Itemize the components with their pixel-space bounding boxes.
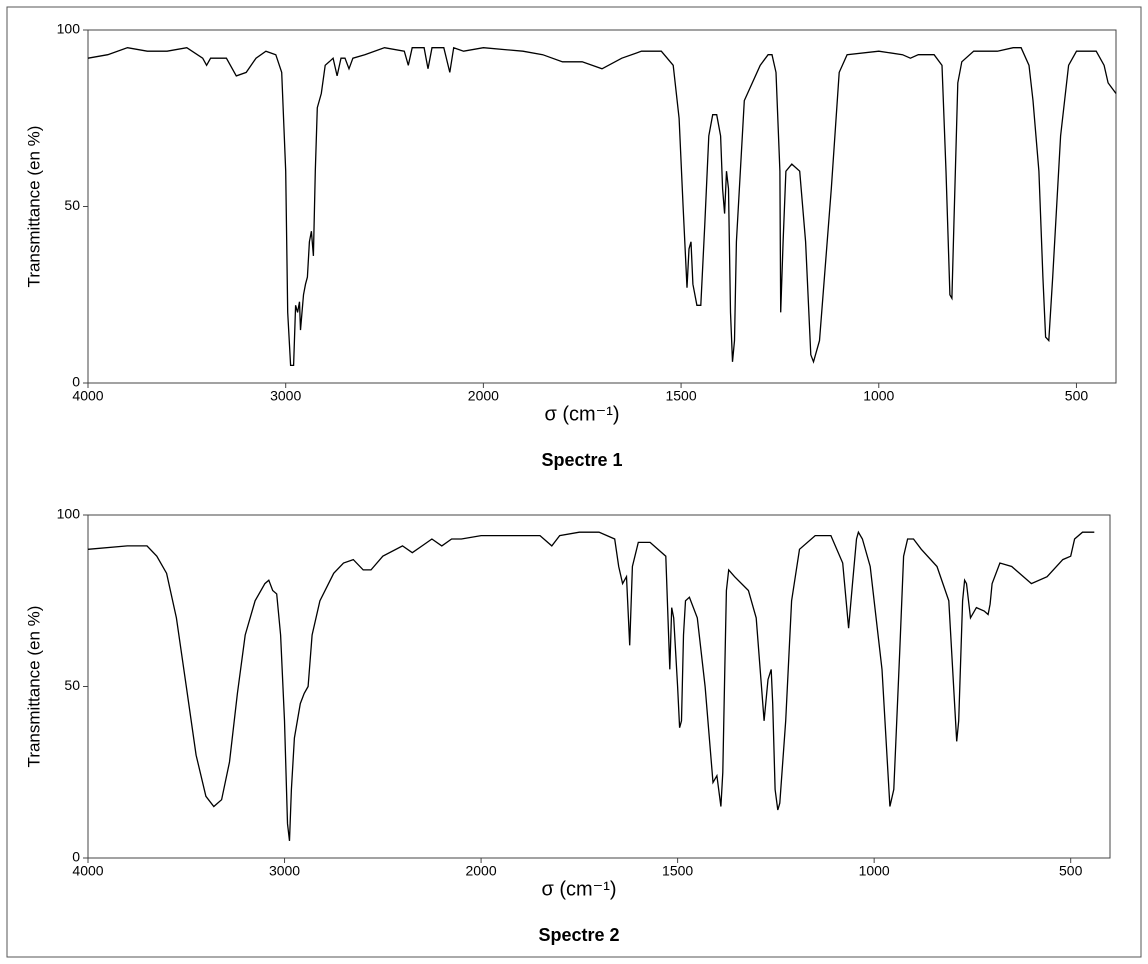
x-tick-label: 3000	[269, 863, 300, 879]
spectrum-line	[87, 46, 1117, 367]
y-axis-label: Transmittance (en %)	[24, 606, 43, 768]
y-axis-label: Transmittance (en %)	[24, 126, 43, 288]
chart-title: Spectre 1	[541, 450, 622, 470]
plot-area	[87, 29, 1117, 384]
x-tick-label: 500	[1059, 863, 1083, 879]
x-axis-label: σ (cm⁻¹)	[541, 878, 616, 900]
x-tick-label: 1000	[859, 863, 890, 879]
x-tick-label: 4000	[72, 388, 103, 404]
y-tick-label: 50	[64, 677, 80, 693]
frame	[6, 6, 1142, 958]
plot-area	[87, 514, 1111, 859]
spectrum-line	[87, 530, 1095, 841]
y-tick-label: 0	[72, 374, 80, 390]
x-tick-label: 2000	[465, 863, 496, 879]
chart-title: Spectre 2	[538, 925, 619, 945]
x-tick-label: 3000	[270, 388, 301, 404]
x-tick-label: 1000	[863, 388, 894, 404]
y-tick-label: 100	[57, 21, 81, 37]
y-tick-label: 0	[72, 849, 80, 865]
x-axis-label: σ (cm⁻¹)	[544, 403, 619, 425]
y-tick-label: 100	[57, 506, 81, 522]
x-tick-label: 500	[1065, 388, 1089, 404]
x-tick-label: 1500	[665, 388, 696, 404]
x-tick-label: 2000	[468, 388, 499, 404]
y-tick-label: 50	[64, 197, 80, 213]
x-tick-label: 4000	[72, 863, 103, 879]
x-tick-label: 1500	[662, 863, 693, 879]
